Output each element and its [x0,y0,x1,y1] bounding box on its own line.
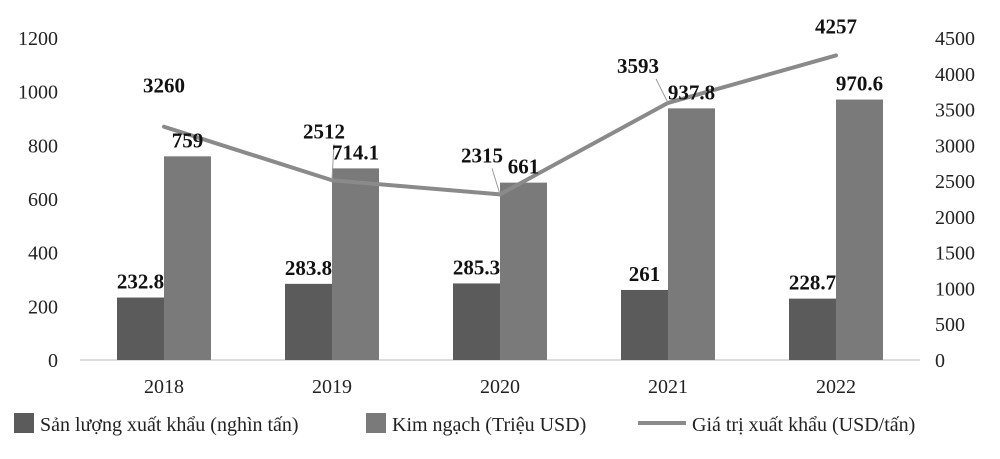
bar-series-1 [285,283,332,360]
right-y-axis: 0 500 1000 1500 2000 2500 3000 3500 4000 4500 [935,28,975,372]
left-tick-label: 800 [28,135,58,157]
legend: Sản lượng xuất khẩu (nghìn tấn) Kim ngạc… [14,413,915,436]
legend-label-series-1: Sản lượng xuất khẩu (nghìn tấn) [40,414,299,436]
bar-series-1 [453,283,500,360]
bar-value-label: 759 [172,128,204,152]
left-tick-label: 200 [28,296,58,318]
line-series-path [162,53,838,197]
legend-label-series-3: Giá trị xuất khẩu (USD/tấn) [692,414,915,436]
legend-label-series-2: Kim ngạch (Triệu USD) [392,414,586,436]
bar-series-2 [500,182,547,360]
legend-swatch-series-2 [366,413,386,433]
bar-series-2 [836,99,883,360]
bar-series-2 [164,156,211,360]
right-tick-label: 1000 [935,278,975,300]
bar-value-label: 261 [629,262,661,286]
bar-series-1 [117,297,164,360]
bar-value-label: 232.8 [117,270,164,294]
line-value-label: 3593 [617,54,659,78]
data-labels: 232.8 759 283.8 714.1 285.3 661 261 937.8 228.7 9… [117,14,883,294]
line-value-label: 4257 [815,14,857,38]
line-label-leader [331,144,335,181]
bar-value-label: 228.7 [789,271,836,295]
left-tick-label: 600 [28,189,58,211]
left-tick-label: 1000 [18,82,58,104]
line-series [162,53,838,197]
right-tick-label: 2000 [935,207,975,229]
line-value-label: 2315 [461,143,503,167]
left-tick-label: 1200 [18,28,58,50]
bar-series-1 [621,289,668,360]
x-tick-label: 2020 [480,376,520,398]
line-value-label: 3260 [143,74,185,98]
left-tick-label: 400 [28,243,58,265]
bar-series [117,99,883,361]
right-tick-label: 2500 [935,171,975,193]
x-tick-label: 2018 [144,376,184,398]
x-tick-label: 2019 [312,376,352,398]
right-tick-label: 3500 [935,100,975,122]
line-label-leader [655,78,669,104]
right-tick-label: 3000 [935,135,975,157]
legend-swatch-series-1 [14,413,34,433]
left-tick-label: 0 [48,350,58,372]
bar-series-1 [789,298,836,360]
bar-value-label: 661 [508,155,540,179]
bar-value-label: 283.8 [285,256,332,280]
bar-value-label: 285.3 [453,255,500,279]
x-axis: 2018 2019 2020 2021 2022 [80,359,920,398]
bar-series-2 [668,108,715,361]
line-label-leader [491,168,501,195]
right-tick-label: 1500 [935,243,975,265]
bar-value-label: 937.8 [668,80,715,104]
bar-series-2 [332,168,379,360]
right-tick-label: 0 [935,350,945,372]
line-value-label: 2512 [303,119,345,143]
left-y-axis: 0 200 400 600 800 1000 1200 [18,28,58,372]
bar-value-label: 714.1 [332,140,379,164]
right-tick-label: 500 [935,314,965,336]
x-tick-label: 2022 [816,376,856,398]
right-tick-label: 4500 [935,28,975,50]
right-tick-label: 4000 [935,64,975,86]
bar-value-label: 970.6 [836,72,883,96]
x-tick-label: 2021 [648,376,688,398]
